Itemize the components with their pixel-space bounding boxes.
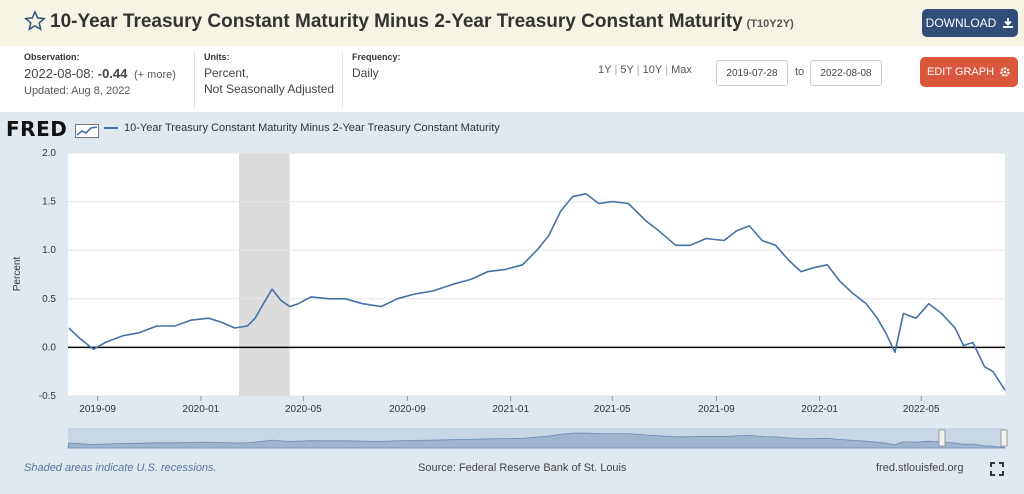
gear-icon — [1000, 67, 1010, 77]
navigator-handle-left[interactable] — [938, 429, 946, 447]
frequency-label: Frequency: — [352, 52, 401, 62]
meta-divider — [194, 52, 195, 108]
units-label: Units: — [204, 52, 230, 62]
y-tick-label: 0.5 — [42, 294, 56, 305]
x-tick-label: 2020-01 — [183, 404, 220, 415]
fullscreen-icon[interactable] — [990, 462, 1004, 476]
observation-value: -0.44 — [97, 66, 128, 81]
range-max[interactable]: Max — [671, 64, 692, 76]
series-line — [68, 193, 1006, 391]
plot-background — [68, 153, 1005, 396]
start-date-input[interactable]: 2019-07-28 — [716, 60, 788, 86]
observation-date: 2022-08-08: — [24, 66, 95, 81]
range-1y[interactable]: 1Y — [598, 64, 612, 76]
page-title: 10-Year Treasury Constant Maturity Minus… — [50, 11, 794, 33]
x-tick-label: 2020-05 — [285, 404, 322, 415]
series-id: (T10Y2Y) — [746, 18, 794, 30]
meta-divider — [342, 52, 343, 108]
units-line-2: Not Seasonally Adjusted — [204, 82, 335, 96]
navigator-area — [67, 432, 1006, 449]
chart-legend: 10-Year Treasury Constant Maturity Minus… — [104, 122, 500, 134]
y-tick-label: 1.5 — [42, 197, 56, 208]
fred-logo: FRED — [6, 117, 99, 141]
source-text: Source: Federal Reserve Bank of St. Loui… — [418, 462, 627, 474]
units-line-1: Percent, — [204, 66, 249, 80]
y-tick-label: 2.0 — [42, 148, 56, 159]
range-selector: 1Y | 5Y | 10Y | Max — [598, 64, 692, 76]
x-tick-label: 2019-09 — [79, 404, 116, 415]
end-date-input[interactable]: 2022-08-08 — [810, 60, 882, 86]
fred-url-link[interactable]: fred.stlouisfed.org — [876, 462, 964, 474]
y-tick-label: 0.0 — [42, 342, 56, 353]
y-axis-label: Percent — [12, 257, 23, 292]
recession-band — [238, 153, 290, 396]
frequency-value: Daily — [352, 66, 379, 80]
download-label: DOWNLOAD — [925, 16, 997, 30]
range-10y[interactable]: 10Y — [642, 64, 663, 76]
observation-block: Observation: 2022-08-08: -0.44 (+ more) … — [24, 52, 176, 97]
y-tick-label: 1.0 — [42, 245, 56, 256]
y-tick-label: -0.5 — [39, 391, 57, 402]
observation-label: Observation: — [24, 52, 80, 62]
x-tick-label: 2021-05 — [594, 404, 631, 415]
frequency-block: Frequency: Daily — [352, 52, 401, 80]
x-tick-label: 2021-01 — [492, 404, 529, 415]
units-block: Units: Percent, Not Seasonally Adjusted — [204, 52, 334, 96]
recession-note: Shaded areas indicate U.S. recessions. — [24, 462, 217, 474]
edit-graph-button[interactable]: EDIT GRAPH — [920, 57, 1018, 87]
download-button[interactable]: DOWNLOAD — [922, 9, 1018, 37]
legend-swatch — [104, 127, 118, 129]
x-tick-label: 2022-01 — [801, 404, 838, 415]
title-bar: 10-Year Treasury Constant Maturity Minus… — [0, 0, 1024, 46]
download-icon — [1003, 18, 1014, 28]
navigator-handle-right[interactable] — [1000, 429, 1008, 447]
x-tick-label: 2022-05 — [903, 404, 940, 415]
fred-logo-graph-icon — [74, 123, 99, 138]
range-5y[interactable]: 5Y — [620, 64, 634, 76]
x-tick-label: 2020-09 — [389, 404, 426, 415]
observation-more-link[interactable]: (+ more) — [134, 69, 176, 81]
line-chart[interactable]: -0.5 0.0 0.5 1.0 1.5 2.0 2019-09 2020-01 2020-0… — [0, 112, 1024, 458]
series-title: 10-Year Treasury Constant Maturity Minus… — [50, 11, 743, 32]
x-tick-label: 2021-09 — [698, 404, 735, 415]
to-label: to — [795, 66, 805, 78]
fred-logo-text: FRED — [6, 117, 68, 141]
updated-date: Updated: Aug 8, 2022 — [24, 85, 131, 97]
star-icon[interactable] — [24, 10, 46, 32]
legend-label: 10-Year Treasury Constant Maturity Minus… — [124, 122, 500, 134]
edit-graph-label: EDIT GRAPH — [926, 66, 995, 78]
